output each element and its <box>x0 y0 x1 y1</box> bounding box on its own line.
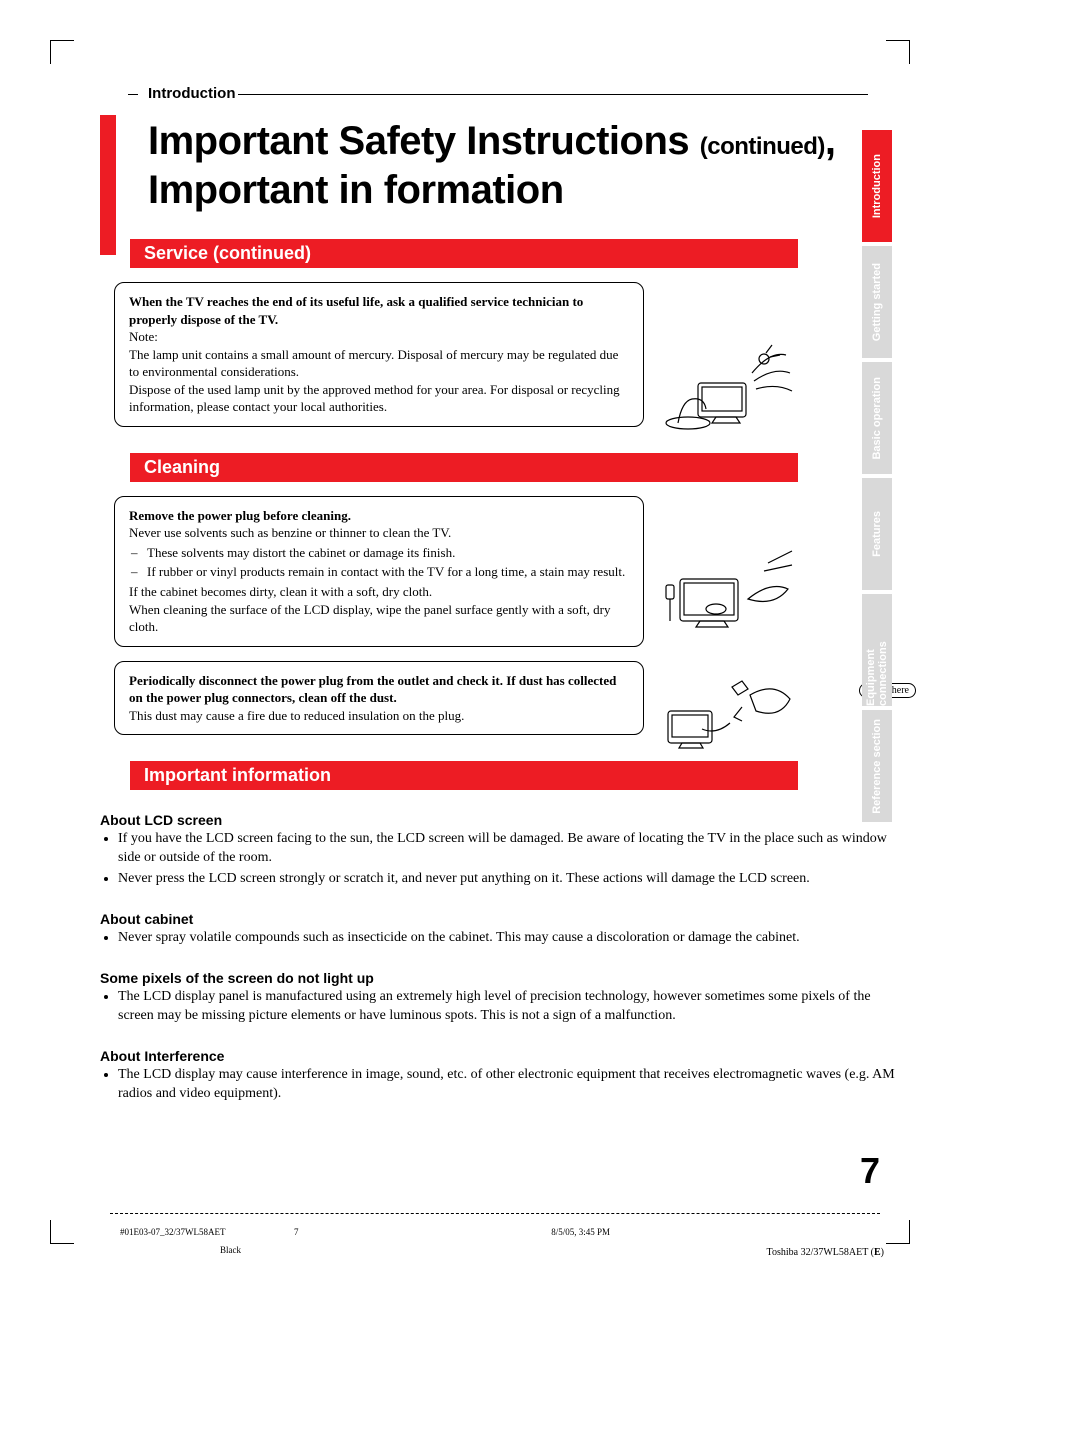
tab-reference: Reference section <box>862 710 892 822</box>
cleaning-li1: These solvents may distort the cabinet o… <box>147 544 629 562</box>
crop-mark <box>886 1220 910 1244</box>
service-note: Note: <box>129 329 158 344</box>
crop-mark <box>50 1220 74 1244</box>
title-continued: (continued) <box>700 133 825 160</box>
pixels-li1: The LCD display panel is manufactured us… <box>118 988 900 1026</box>
kicker: Introduction <box>148 85 900 102</box>
heading-interference: About Interference <box>100 1048 900 1064</box>
heading-cabinet: About cabinet <box>100 911 900 927</box>
cleaning-box-2: Periodically disconnect the power plug f… <box>114 661 644 736</box>
title-comma: , <box>825 119 836 163</box>
page-title-2: Important in formation <box>148 168 900 213</box>
tab-label: Introduction <box>871 154 883 218</box>
tab-label: Equipment connections <box>865 594 889 706</box>
cleaning-p3: When cleaning the surface of the LCD dis… <box>129 602 610 635</box>
tab-label: Getting started <box>871 263 883 341</box>
cleaning-p1: Never use solvents such as benzine or th… <box>129 525 451 540</box>
plug-illustration <box>660 673 800 773</box>
disposal-illustration <box>660 335 800 435</box>
tab-label: Features <box>871 511 883 557</box>
footer-page: 7 <box>294 1227 299 1237</box>
lcd-list: If you have the LCD screen facing to the… <box>100 830 900 889</box>
tab-features: Features <box>862 478 892 590</box>
service-bold: When the TV reaches the end of its usefu… <box>129 294 583 327</box>
cleaning-list: These solvents may distort the cabinet o… <box>129 544 629 581</box>
footer: #01E03-07_32/37WL58AET 7 8/5/05, 3:45 PM… <box>110 1213 880 1269</box>
page-content: Introduction Important Safety Instructio… <box>100 85 900 1109</box>
heading-lcd: About LCD screen <box>100 812 900 828</box>
footer-rule <box>110 1213 880 1215</box>
service-p1: The lamp unit contains a small amount of… <box>129 347 618 380</box>
cabinet-li1: Never spray volatile compounds such as i… <box>118 929 900 948</box>
tab-label: Basic operation <box>871 377 883 460</box>
crop-mark <box>50 40 74 64</box>
dust-bold: Periodically disconnect the power plug f… <box>129 673 616 706</box>
tab-label: Reference section <box>871 719 883 814</box>
tab-introduction: Introduction <box>862 130 892 242</box>
section-band-service: Service (continued) <box>130 239 798 268</box>
service-p2: Dispose of the used lamp unit by the app… <box>129 382 620 415</box>
footer-model: Toshiba 32/37WL58AET (E) <box>767 1247 884 1258</box>
cleaning-box-1: Remove the power plug before cleaning. N… <box>114 496 644 647</box>
cleaning-illustration <box>660 545 800 645</box>
footer-datetime: 8/5/05, 3:45 PM <box>551 1227 610 1237</box>
tab-basic-operation: Basic operation <box>862 362 892 474</box>
cleaning-bold: Remove the power plug before cleaning. <box>129 508 351 523</box>
crop-mark <box>886 40 910 64</box>
lcd-li1: If you have the LCD screen facing to the… <box>118 830 900 868</box>
footer-file: #01E03-07_32/37WL58AET <box>120 1227 225 1237</box>
cleaning-p2: If the cabinet becomes dirty, clean it w… <box>129 584 432 599</box>
cleaning-li2: If rubber or vinyl products remain in co… <box>147 563 629 581</box>
dust-p1: This dust may cause a fire due to reduce… <box>129 708 464 723</box>
tab-equipment: Equipment connections <box>862 594 892 706</box>
footer-black: Black <box>220 1245 241 1255</box>
tab-getting-started: Getting started <box>862 246 892 358</box>
interference-li1: The LCD display may cause interference i… <box>118 1066 900 1104</box>
side-tabs: Introduction Getting started Basic opera… <box>862 130 892 826</box>
lcd-li2: Never press the LCD screen strongly or s… <box>118 870 900 889</box>
pixels-list: The LCD display panel is manufactured us… <box>100 988 900 1026</box>
title-text: Important Safety Instructions <box>148 119 689 163</box>
cabinet-list: Never spray volatile compounds such as i… <box>100 929 900 948</box>
page-number: 7 <box>860 1150 880 1192</box>
section-band-cleaning: Cleaning <box>130 453 798 482</box>
page-title-1: Important Safety Instructions (continued… <box>148 120 900 162</box>
service-box: When the TV reaches the end of its usefu… <box>114 282 644 427</box>
interference-list: The LCD display may cause interference i… <box>100 1066 900 1104</box>
heading-pixels: Some pixels of the screen do not light u… <box>100 970 900 986</box>
